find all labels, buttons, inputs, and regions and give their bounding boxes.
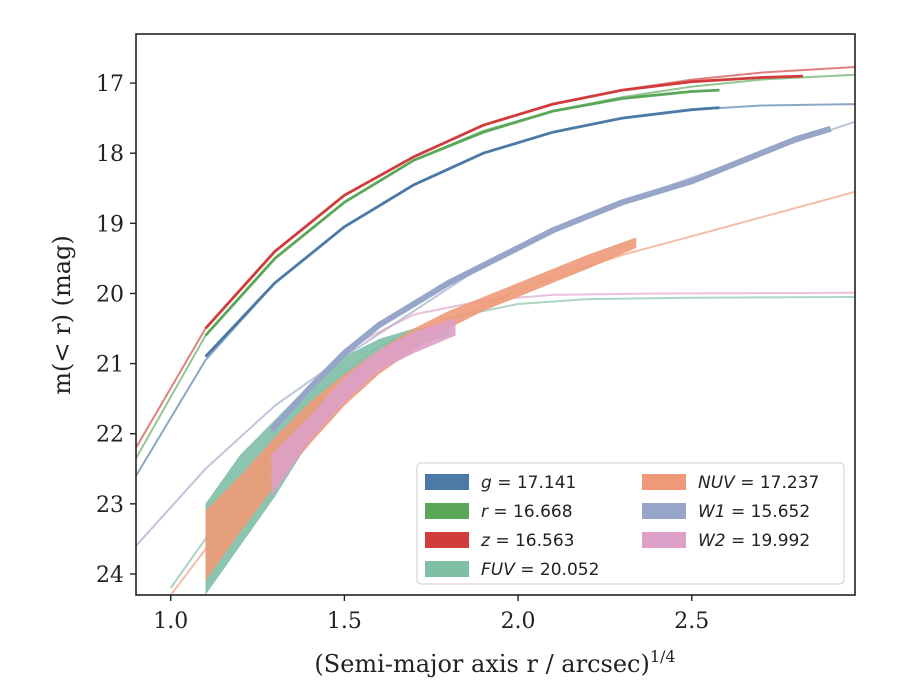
legend-swatch-r	[425, 503, 469, 519]
legend-swatch-g	[425, 474, 469, 490]
legend-band-name: z	[480, 531, 491, 551]
y-tick-label: 23	[96, 493, 124, 518]
legend-swatch-W1	[642, 503, 686, 519]
plot-marks	[136, 66, 855, 595]
legend-label-r: r = 16.668	[481, 502, 573, 522]
legend-band-name: FUV	[481, 560, 516, 580]
legend-swatch-NUV	[642, 474, 686, 490]
axes: 1.0 1.5 2.0 2.5 17 18 19 20 21 22 23 24	[96, 72, 709, 634]
legend-band-name: r	[481, 502, 489, 522]
legend-label-W2: W2 = 19.992	[698, 531, 810, 551]
x-tick-label: 1.0	[153, 609, 188, 634]
profile-line-r	[204, 88, 720, 337]
legend-swatch-W2	[642, 532, 686, 548]
legend-band-name: NUV	[698, 473, 736, 493]
x-axis-label: (Semi-major axis r / arcsec)1/4	[314, 647, 675, 678]
profile-band-FUV	[205, 325, 449, 595]
legend-label-NUV: NUV = 17.237	[698, 473, 819, 493]
legend-band-value: = 16.563	[490, 531, 575, 551]
x-tick-label: 2.5	[674, 609, 709, 634]
legend-band-value: = 16.668	[488, 502, 573, 522]
legend-band-value: = 19.992	[726, 531, 811, 551]
x-axis-label-exponent: 1/4	[650, 647, 676, 666]
legend-swatch-z	[425, 532, 469, 548]
profile-band-W2	[271, 318, 456, 497]
legend-label-z: z = 16.563	[480, 531, 574, 551]
legend-band-name: W1	[698, 502, 726, 522]
legend-label-g: g = 17.141	[481, 473, 576, 493]
y-tick-label: 19	[96, 212, 124, 237]
profile-line-W1	[269, 125, 832, 433]
y-tick-label: 18	[96, 142, 124, 167]
y-tick-label: 17	[96, 72, 124, 97]
profile-line-g	[204, 106, 720, 358]
legend-band-value: = 17.141	[492, 473, 577, 493]
legend-band-name: W2	[698, 531, 726, 551]
legend-band-value: = 15.652	[726, 502, 811, 522]
x-tick-label: 1.5	[327, 609, 362, 634]
y-tick-label: 24	[96, 563, 124, 588]
x-tick-label: 2.0	[501, 609, 536, 634]
y-tick-label: 22	[96, 423, 124, 448]
y-tick-label: 20	[96, 282, 124, 307]
legend-label-FUV: FUV = 20.052	[481, 560, 599, 580]
legend-frame	[416, 462, 845, 585]
model-curve-W2	[343, 291, 855, 351]
legend-band-value: = 20.052	[515, 560, 600, 580]
legend-label-W1: W1 = 15.652	[698, 502, 810, 522]
legend-swatch-FUV	[425, 561, 469, 577]
plot-frame	[135, 33, 856, 596]
y-tick-label: 21	[96, 353, 124, 378]
y-axis-label: m(< r) (mag)	[48, 235, 76, 394]
legend-band-name: g	[481, 473, 492, 493]
profile-line-z	[204, 74, 803, 330]
legend-band-value: = 17.237	[735, 473, 820, 493]
